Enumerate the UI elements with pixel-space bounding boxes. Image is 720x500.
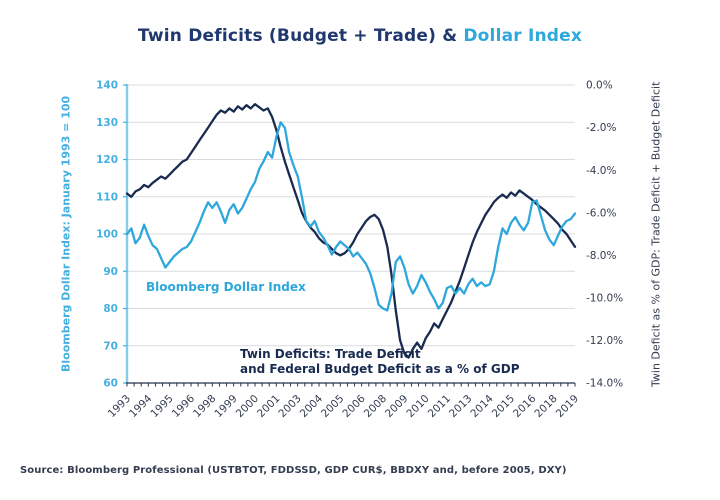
chart-title: Twin Deficits (Budget + Trade) & Dollar … [0,26,720,46]
source-note: Source: Bloomberg Professional (USTBTOT,… [20,465,567,476]
x-tick-label: 2006 [340,392,368,420]
annotation-twin-deficit-line2: and Federal Budget Deficit as a % of GDP [240,362,520,376]
annotation-twin-deficit-line1: Twin Deficits: Trade Deficit [240,347,421,361]
y-tick-label-right: -2.0% [586,122,616,134]
y-tick-label-left: 90 [103,266,118,278]
y-tick-label-right: -10.0% [586,293,623,305]
y-tick-label-left: 140 [96,80,118,92]
annotation-dollar-index: Bloomberg Dollar Index [146,280,306,294]
x-tick-label: 2003 [276,393,303,420]
x-tick-label: 1998 [191,393,218,420]
x-tick-label: 2011 [426,393,453,420]
x-tick-label: 2004 [298,392,326,420]
x-tick-label: 2016 [511,392,539,420]
x-tick-label: 2001 [255,393,282,420]
x-tick-label: 1995 [148,393,175,420]
y-tick-label-right: -8.0% [586,250,616,262]
x-tick-label: 1996 [170,392,198,420]
x-tick-label: 2013 [447,393,474,420]
y-tick-label-left: 100 [96,229,118,241]
y-tick-label-left: 70 [103,340,118,352]
x-tick-label: 2000 [234,393,261,420]
annotation-twin-deficit: Twin Deficits: Trade Deficit and Federal… [240,347,520,377]
x-tick-label: 1994 [127,392,155,420]
y-tick-label-left: 120 [96,154,118,166]
y-tick-label-left: 130 [96,117,118,129]
x-tick-label: 2018 [532,393,559,420]
x-tick-label: 2008 [362,393,389,420]
y-tick-label-left: 60 [103,378,118,390]
x-tick-label: 1993 [106,393,133,420]
x-tick-label: 1999 [212,393,239,420]
x-tick-label: 2009 [383,393,410,420]
chart-title-dark: Twin Deficits (Budget + Trade) & [137,26,464,46]
y-tick-label-right: -12.0% [586,335,623,347]
x-tick-label: 2005 [319,393,346,420]
x-tick-label: 2010 [404,393,431,420]
y-tick-label-left: 110 [96,191,118,203]
y-tick-label-right: -4.0% [586,165,616,177]
x-tick-label: 2015 [490,393,517,420]
y-tick-label-left: 80 [103,303,118,315]
y-tick-label-right: -6.0% [586,207,616,219]
y-tick-label-right: 0.0% [586,80,613,92]
chart-title-accent: Dollar Index [463,26,583,46]
x-tick-label: 2014 [468,392,496,420]
series-line-twin-deficit [125,103,577,359]
y-tick-label-right: -14.0% [586,378,623,390]
x-tick-label: 2019 [554,393,581,420]
series-line-dollar-index [125,121,577,312]
